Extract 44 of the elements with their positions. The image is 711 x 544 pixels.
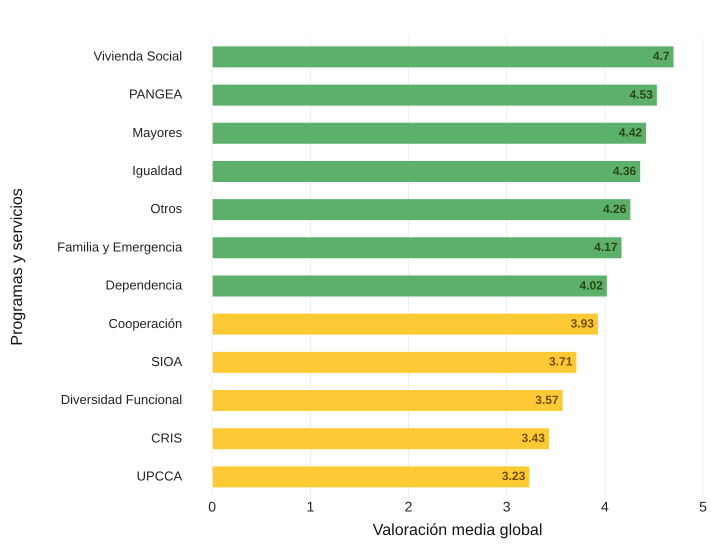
bar [212,199,630,220]
y-tick-label: Diversidad Funcional [60,392,182,408]
data-label: 3.71 [549,354,573,369]
x-axis-title: Valoración media global [372,522,542,539]
data-label: 4.36 [612,164,636,178]
y-axis-title: Programas y servicios [9,188,26,346]
y-tick-label: Otros [150,201,183,216]
bar [212,390,563,412]
y-tick-label: Dependencia [106,278,183,293]
bar [212,160,640,182]
data-label: 4.17 [594,240,618,254]
data-label: 4.02 [579,278,604,292]
bar [212,314,598,335]
y-tick-label: Mayores [132,124,183,140]
x-tick-label: 0 [208,498,216,514]
bar [212,122,646,144]
x-tick-label: 5 [699,498,708,514]
x-tick-label: 3 [502,498,511,514]
x-tick-label: 1 [306,498,314,514]
bar [212,46,674,68]
x-tick-label: 4 [600,498,609,514]
y-tick-label: CRIS [151,430,183,446]
data-label: 3.23 [502,469,526,484]
data-label: 4.26 [603,202,627,216]
bar [212,237,622,258]
y-tick-label: Familia y Emergencia [57,239,183,254]
data-label: 4.42 [618,126,642,140]
data-label: 4.53 [630,87,654,102]
bar [212,275,607,296]
y-tick-label: Cooperación [108,316,182,331]
data-label: 3.57 [535,392,559,407]
data-label: 3.43 [522,431,546,446]
y-tick-label: Vivienda Social [94,48,182,64]
data-label: 3.93 [570,316,594,330]
y-tick-label: PANGEA [128,86,183,102]
bar [212,352,576,373]
bar [212,428,549,450]
y-tick-label: SIOA [151,354,182,369]
y-tick-label: UPCCA [136,468,183,484]
y-tick-label: Igualdad [132,163,182,178]
x-tick-label: 2 [404,498,413,514]
bar [212,466,530,488]
data-label: 4.7 [652,49,670,64]
bar [212,84,657,106]
